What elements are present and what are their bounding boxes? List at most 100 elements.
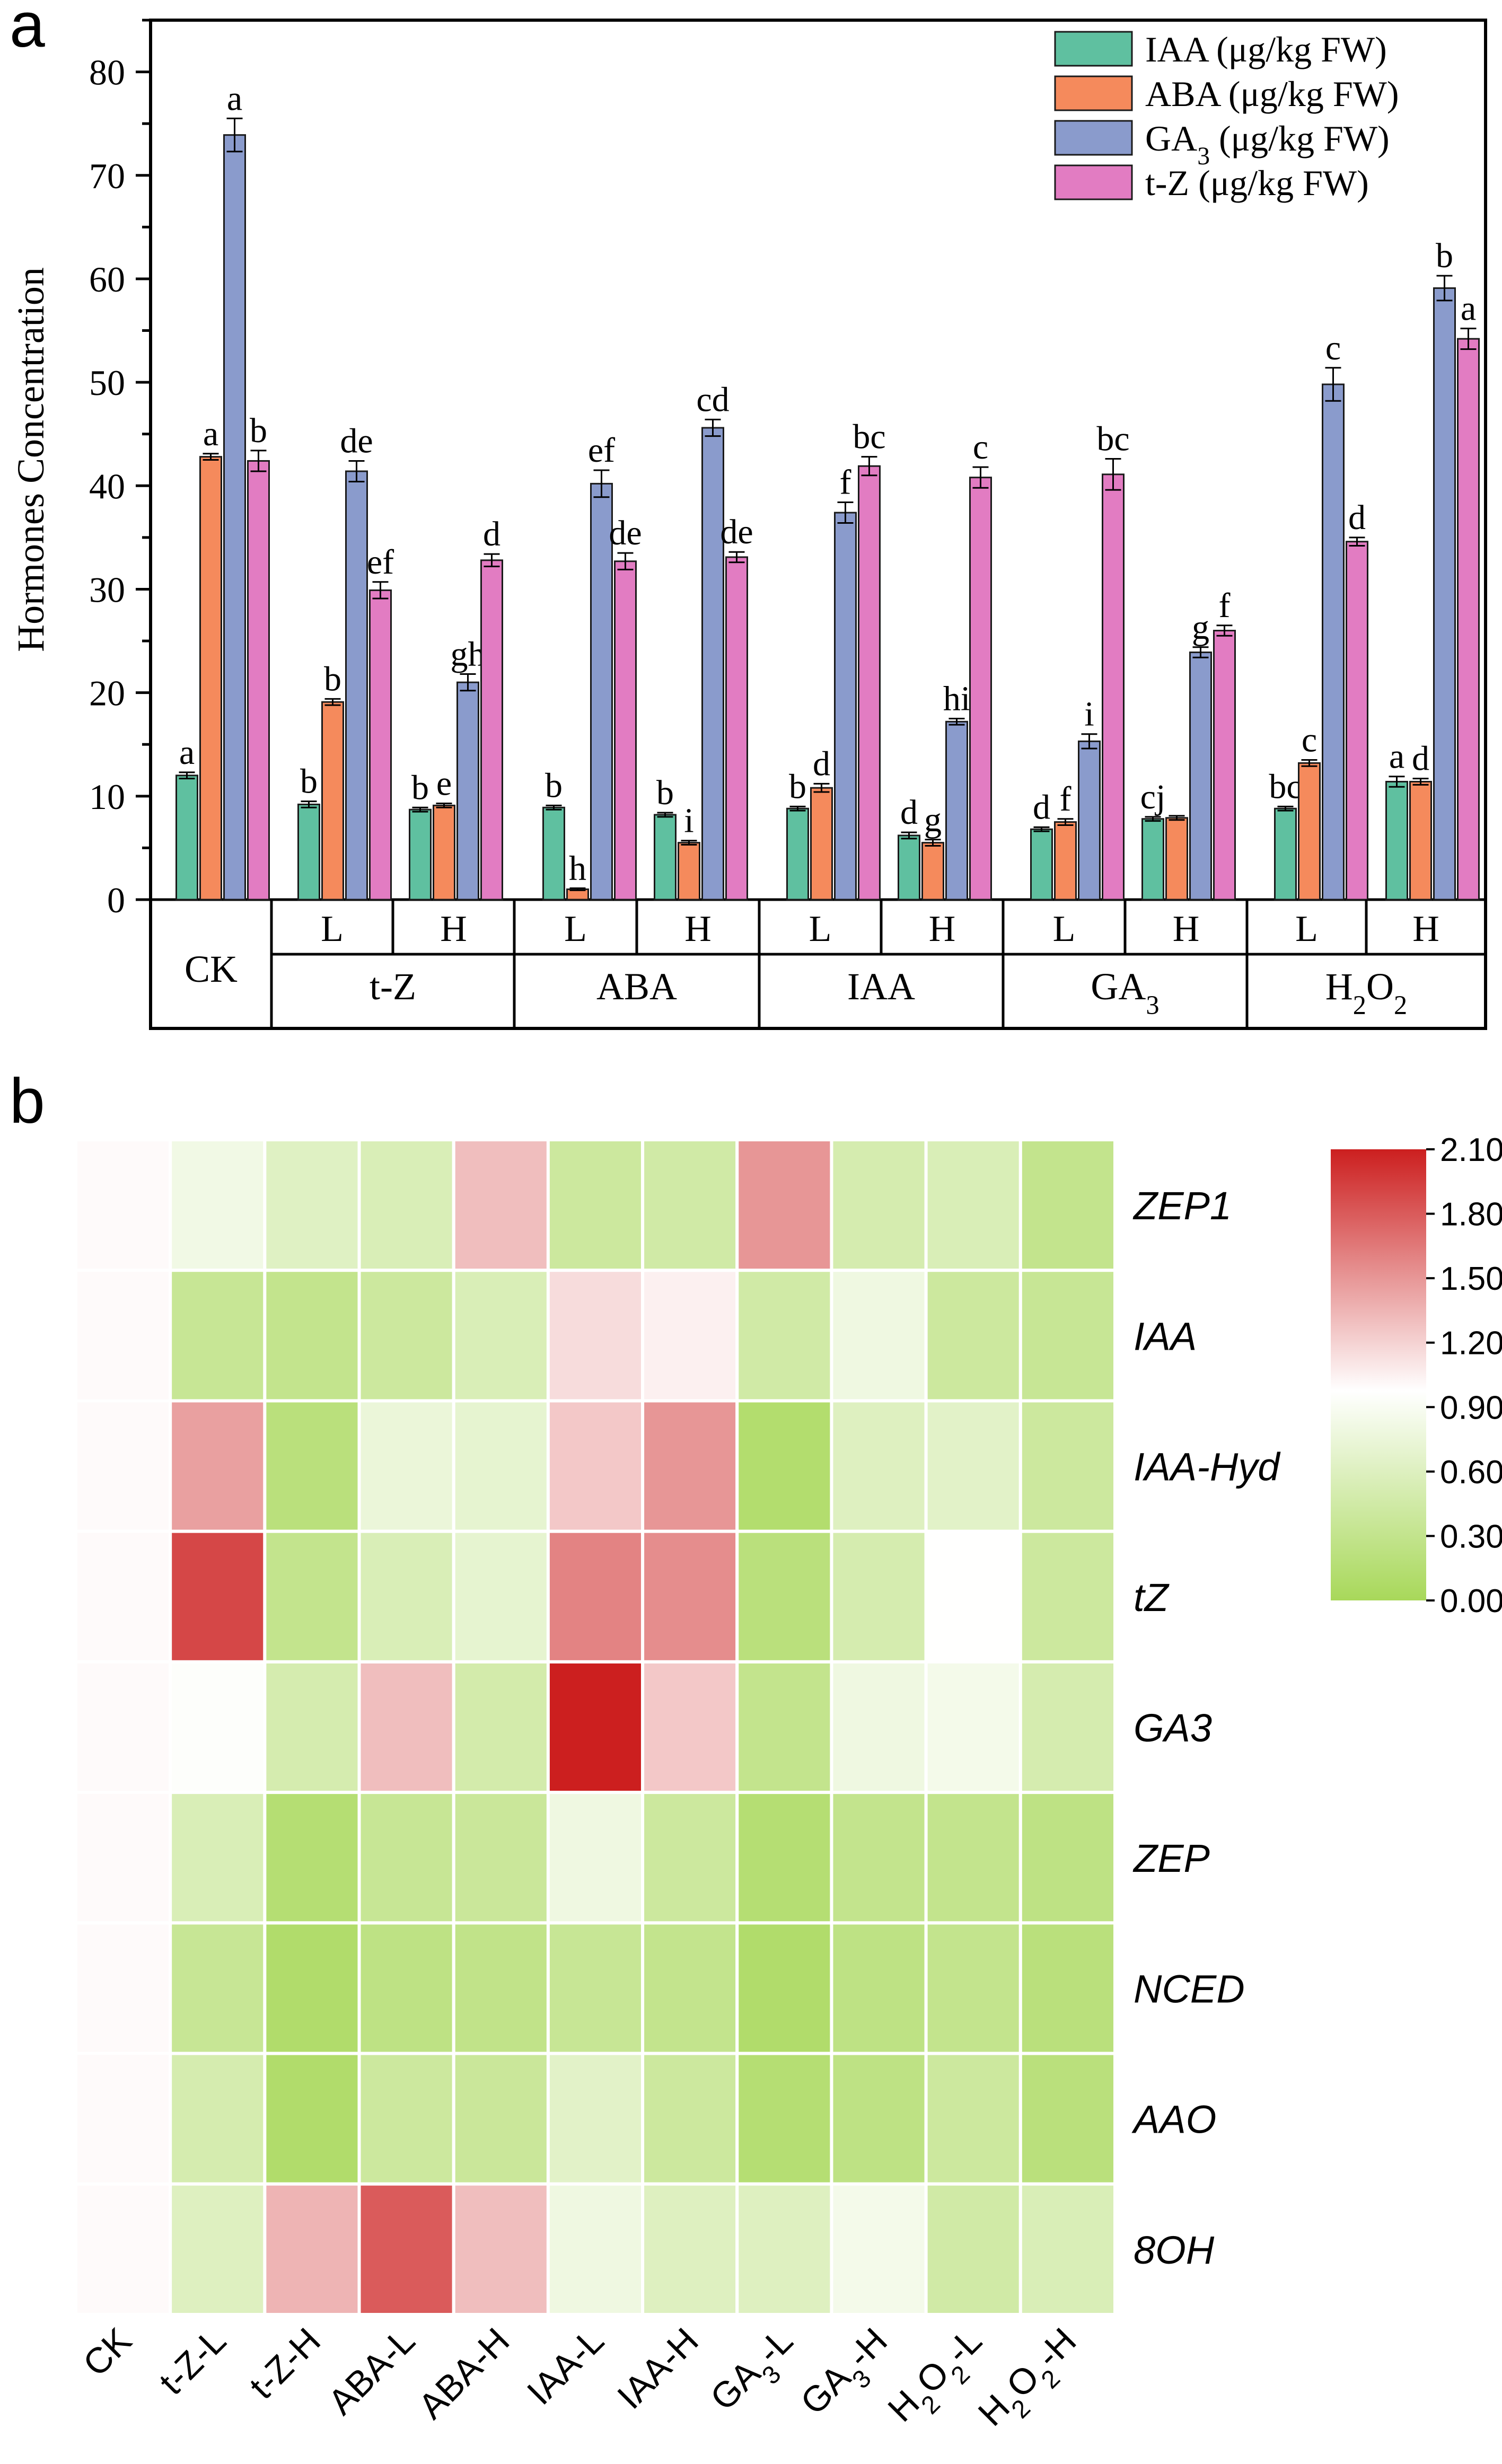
- heatmap-cell: [1018, 1791, 1117, 1925]
- heatmap-cell: [546, 1791, 645, 1925]
- bar: [199, 456, 222, 901]
- heatmap-cell: [546, 1138, 645, 1272]
- heatmap-cell: [74, 2052, 172, 2186]
- heatmap-cell: [452, 1660, 550, 1794]
- significance-letter: c: [973, 428, 988, 467]
- significance-letter: f: [1219, 586, 1231, 625]
- heatmap-cell: [641, 1138, 739, 1272]
- row-label: NCED: [1134, 1967, 1245, 2011]
- colorbar-bar: [1331, 1149, 1426, 1600]
- legend-label: GA3 (μg/kg FW): [1145, 118, 1390, 170]
- dose-label: L: [1295, 909, 1318, 949]
- heatmap-cell: [830, 1791, 928, 1925]
- heatmap-cell: [452, 1138, 550, 1272]
- dose-label: H: [684, 909, 712, 949]
- legend-label: t-Z (μg/kg FW): [1145, 163, 1369, 203]
- column-label-text: IAA-L: [520, 2320, 612, 2413]
- legend-label-base: ABA: [1145, 74, 1221, 114]
- heatmap-cell: [169, 1791, 267, 1925]
- column-label: t-Z-L: [152, 2320, 234, 2403]
- heatmap-cell: [357, 1269, 455, 1403]
- dose-label: H: [1173, 909, 1200, 949]
- heatmap-cell: [830, 1529, 928, 1664]
- significance-letter: b: [324, 659, 341, 698]
- legend-label-base: IAA: [1145, 29, 1209, 69]
- significance-letter: g: [924, 800, 942, 839]
- significance-letter: h: [569, 849, 586, 888]
- bar: [480, 559, 503, 901]
- heatmap-cell: [74, 1269, 172, 1403]
- column-label: CK: [75, 2320, 139, 2384]
- heatmap-cell: [924, 1399, 1022, 1533]
- heatmap-cell: [357, 2182, 455, 2317]
- heatmap-cell: [74, 1529, 172, 1664]
- colorbar-tick-label: 0.00: [1440, 1583, 1502, 1620]
- heatmap-cell: [169, 1660, 267, 1794]
- bar: [725, 556, 748, 901]
- heatmap-cell: [830, 2182, 928, 2317]
- significance-letter: cd: [696, 380, 729, 419]
- colorbar-tick-label: 1.20: [1440, 1325, 1502, 1362]
- bar: [1298, 762, 1321, 901]
- bar: [834, 512, 857, 901]
- column-label-text: CK: [75, 2320, 139, 2384]
- heatmap-cell: [924, 1269, 1022, 1403]
- bar: [898, 834, 920, 901]
- heatmap-cell: [830, 1399, 928, 1533]
- bar: [1189, 652, 1212, 901]
- colorbar-tick-label: 0.90: [1440, 1389, 1502, 1426]
- heatmap-cell: [169, 2052, 267, 2186]
- bar: [1274, 807, 1297, 901]
- significance-letter: d: [900, 793, 918, 832]
- y-tick-label: 40: [89, 466, 125, 506]
- bar: [247, 460, 270, 901]
- legend-label: ABA (μg/kg FW): [1145, 74, 1399, 114]
- heatmap: ZEP1 IAA IAA-Hyd tZ GA3 ZEP NCED AAO 8OH CK t-Z-L t…: [74, 1132, 1502, 2442]
- column-label: H2O2-H: [970, 2320, 1092, 2442]
- heatmap-cell: [735, 1269, 833, 1403]
- group-label-text: H: [1325, 965, 1353, 1008]
- heatmap-cell: [641, 1529, 739, 1664]
- significance-letter: d: [483, 515, 500, 553]
- group-label-sub: 2: [1394, 990, 1407, 1020]
- bar: [1102, 473, 1125, 901]
- bar: [786, 807, 809, 901]
- y-tick-label: 10: [89, 777, 125, 817]
- legend-swatch: [1054, 75, 1133, 111]
- significance-letter: gh: [451, 635, 486, 674]
- heatmap-cell: [169, 1529, 267, 1664]
- row-label: GA3: [1134, 1706, 1212, 1750]
- heatmap-cell: [546, 1399, 645, 1533]
- legend-swatch: [1054, 31, 1133, 67]
- significance-letter: c: [1302, 721, 1317, 760]
- heatmap-cell: [263, 1269, 361, 1403]
- heatmap-cell: [263, 1791, 361, 1925]
- heatmap-cell: [263, 1921, 361, 2055]
- heatmap-cell: [641, 1660, 739, 1794]
- row-label: ZEP: [1132, 1836, 1210, 1880]
- legend-label-unit: (μg/kg FW): [1210, 118, 1390, 159]
- row-label: IAA: [1134, 1314, 1197, 1358]
- column-label-text: -H: [840, 2320, 895, 2375]
- y-tick-label: 60: [89, 259, 125, 300]
- heatmap-cell: [735, 1399, 833, 1533]
- y-axis-label: Hormones Concentration: [10, 267, 52, 652]
- significance-letter: e: [436, 764, 452, 803]
- significance-letter: b: [656, 773, 674, 812]
- heatmap-cell: [169, 1399, 267, 1533]
- legend: IAA (μg/kg FW)ABA (μg/kg FW)GA3 (μg/kg F…: [1054, 29, 1399, 203]
- column-label: H2O2-L: [880, 2320, 998, 2438]
- bar: [369, 589, 392, 901]
- group-label: IAA: [847, 965, 915, 1008]
- significance-letter: a: [203, 415, 218, 453]
- legend-label-unit: (μg/kg FW): [1207, 29, 1387, 69]
- heatmap-cell: [924, 1660, 1022, 1794]
- heatmap-cell: [357, 1529, 455, 1664]
- heatmap-cell: [735, 1791, 833, 1925]
- heatmap-cell: [452, 1529, 550, 1664]
- bar: [614, 560, 637, 901]
- heatmap-cell: [357, 2052, 455, 2186]
- heatmap-cell: [357, 1399, 455, 1533]
